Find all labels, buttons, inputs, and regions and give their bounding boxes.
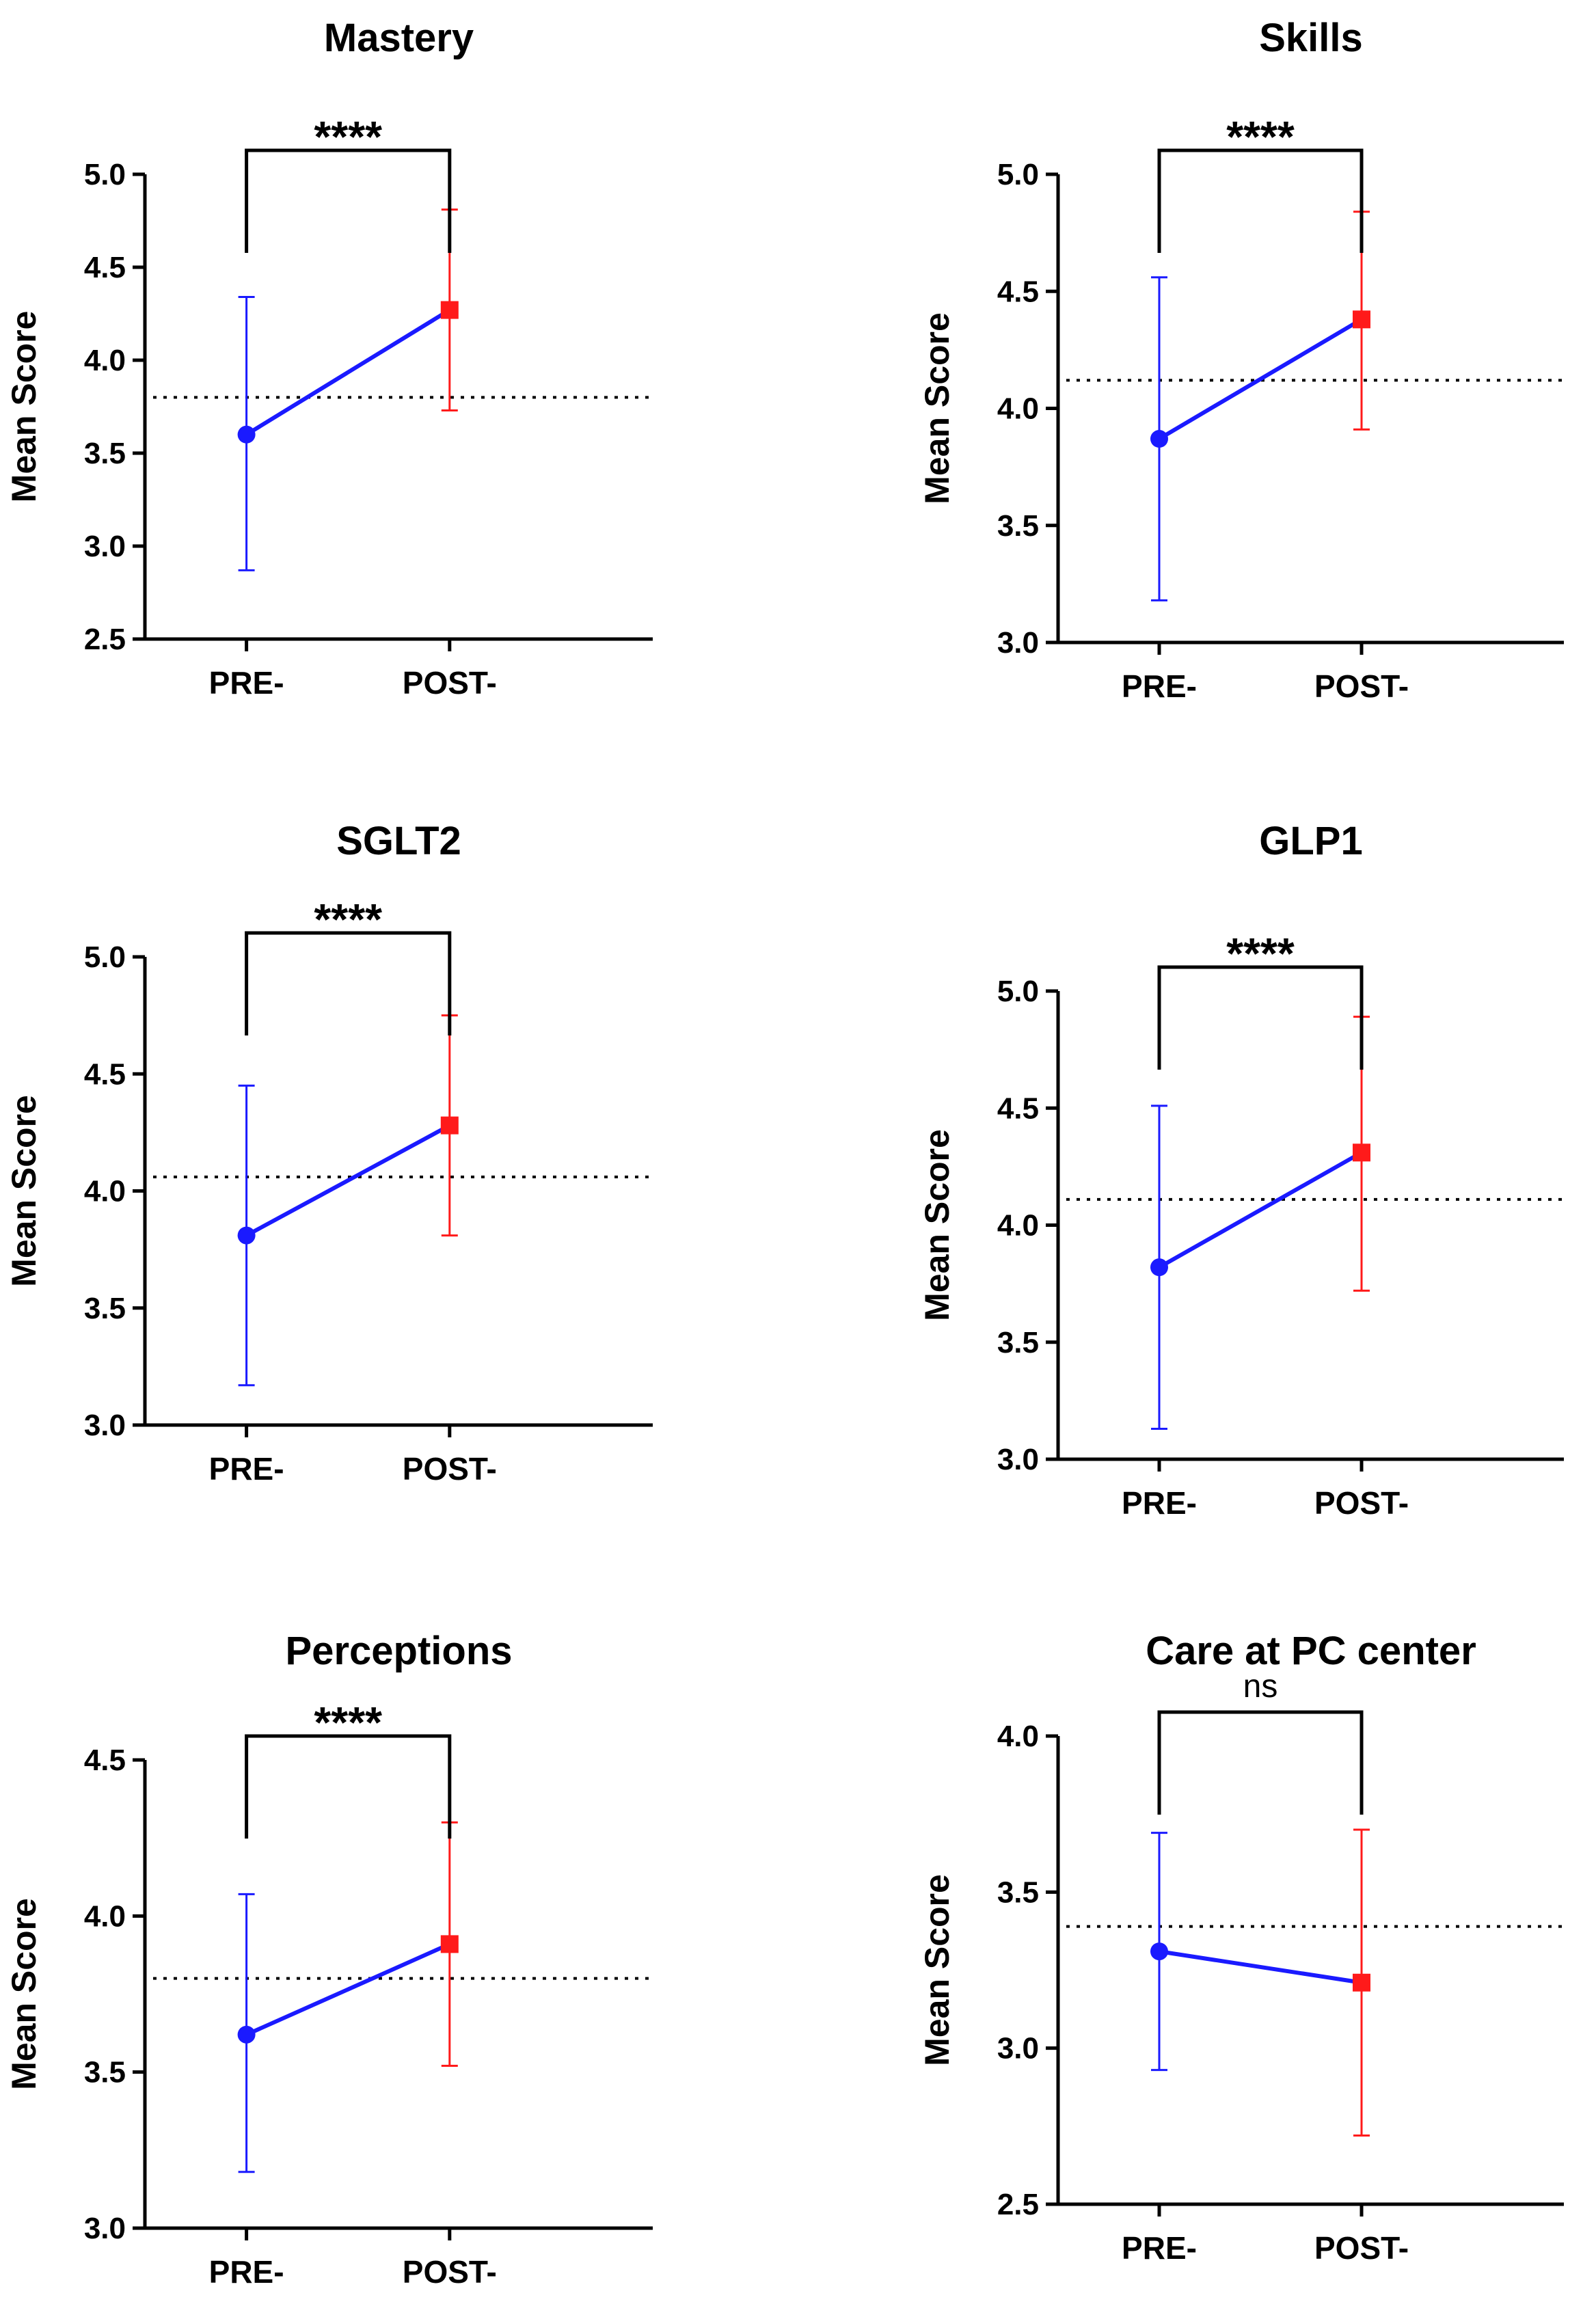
post-point [1353,310,1370,329]
significance-label: ns [1243,1668,1278,1705]
pre-point [1150,1942,1168,1961]
y-tick-label: 4.0 [84,344,126,377]
y-axis-label: Mean Score [918,1129,956,1321]
x-tick-label: PRE- [209,1451,284,1487]
y-tick-label: 3.5 [997,1875,1039,1909]
y-axis-label: Mean Score [918,312,956,504]
significance-label: **** [314,1698,382,1747]
significance-bracket [245,148,452,253]
series-line [1158,1150,1363,1269]
post-point [1353,1973,1370,1992]
x-tick-label: PRE- [209,2254,284,2290]
y-tick-label: 5.0 [84,940,126,974]
series-line [1158,317,1363,441]
x-tick-label: POST- [1314,1485,1409,1521]
y-tick-label: 3.0 [84,530,126,563]
x-tick-label: POST- [403,665,497,701]
y-tick-label: 3.0 [84,2212,126,2245]
y-tick-label: 5.0 [997,158,1039,191]
y-tick-label: 3.0 [84,1409,126,1442]
y-tick-label: 4.0 [84,1175,126,1208]
x-tick-label: POST- [403,1451,497,1487]
y-tick-label: 4.5 [84,1744,126,1777]
y-tick-label: 4.5 [84,251,126,284]
panel-4: GLP1 Mean Score 3.0 3.5 4.0 4.5 5.0 PRE- POST- **… [918,819,1564,1521]
y-tick-label: 3.5 [997,509,1039,543]
y-tick-label: 5.0 [997,975,1039,1008]
y-tick-label: 4.5 [84,1057,126,1091]
significance-label: **** [314,112,382,161]
significance-bracket [245,1734,452,1839]
series-line [245,308,451,437]
y-tick-label: 4.5 [997,1092,1039,1125]
panel-5: Perceptions Mean Score 3.0 3.5 4.0 4.5 PRE- POS… [5,1629,653,2290]
panel-title: SGLT2 [336,819,461,863]
pre-point [1150,430,1168,448]
pre-point [237,1226,256,1245]
series-line [1159,1949,1362,1985]
y-axis-label: Mean Score [5,311,43,503]
y-axis-label: Mean Score [918,1874,956,2066]
series-line [245,1123,451,1238]
panel-3: SGLT2 Mean Score 3.0 3.5 4.0 4.5 5.0 PRE- POST- *… [5,819,653,1487]
y-tick-label: 3.0 [997,2032,1039,2065]
significance-label: **** [1226,112,1295,161]
x-tick-label: PRE- [1122,2230,1197,2266]
y-tick-label: 4.0 [997,1720,1039,1753]
panel-1: Mastery Mean Score 2.5 3.0 3.5 4.0 4.5 5.0 PRE- P… [5,16,653,701]
y-tick-label: 2.5 [997,2188,1039,2221]
y-tick-label: 3.0 [997,626,1039,660]
x-tick-label: PRE- [1122,668,1197,704]
significance-label: **** [1226,929,1295,978]
x-tick-label: POST- [1314,2230,1409,2266]
significance-bracket [1157,1710,1364,1815]
significance-bracket [1157,148,1364,253]
x-tick-label: POST- [1314,668,1409,704]
significance-bracket [245,931,452,1035]
pre-point [1150,1258,1168,1277]
post-point [440,1935,459,1953]
panel-title: Mastery [324,16,474,60]
panel-title: GLP1 [1259,819,1363,863]
panel-6: Care at PC center Mean Score 2.5 3.0 3.5 4.0 P… [918,1629,1564,2266]
x-tick-label: PRE- [1122,1485,1197,1521]
pre-point [237,425,256,444]
y-axis-label: Mean Score [5,1898,43,2090]
y-tick-label: 4.0 [997,1209,1039,1243]
panel-title: Perceptions [286,1629,513,1673]
panel-title: Skills [1259,16,1363,60]
pre-point [237,2025,256,2044]
series-line [245,1942,451,2037]
y-tick-label: 3.5 [997,1326,1039,1359]
y-tick-label: 5.0 [84,158,126,191]
y-tick-label: 4.5 [997,275,1039,308]
panel-title: Care at PC center [1146,1629,1476,1673]
post-point [440,1116,459,1135]
y-tick-label: 3.5 [84,1292,126,1325]
y-tick-label: 3.0 [997,1443,1039,1476]
x-tick-label: PRE- [209,665,284,701]
y-tick-label: 2.5 [84,623,126,656]
post-point [440,301,459,319]
post-point [1353,1143,1370,1162]
y-tick-label: 3.5 [84,2056,126,2089]
y-tick-label: 4.0 [997,392,1039,426]
x-tick-label: POST- [403,2254,497,2290]
panel-2: Skills Mean Score 3.0 3.5 4.0 4.5 5.0 PRE- POST-… [918,16,1564,704]
significance-bracket [1157,965,1364,1070]
y-tick-label: 4.0 [84,1899,126,1933]
y-tick-label: 3.5 [84,437,126,470]
y-axis-label: Mean Score [5,1095,43,1287]
significance-label: **** [314,895,382,944]
